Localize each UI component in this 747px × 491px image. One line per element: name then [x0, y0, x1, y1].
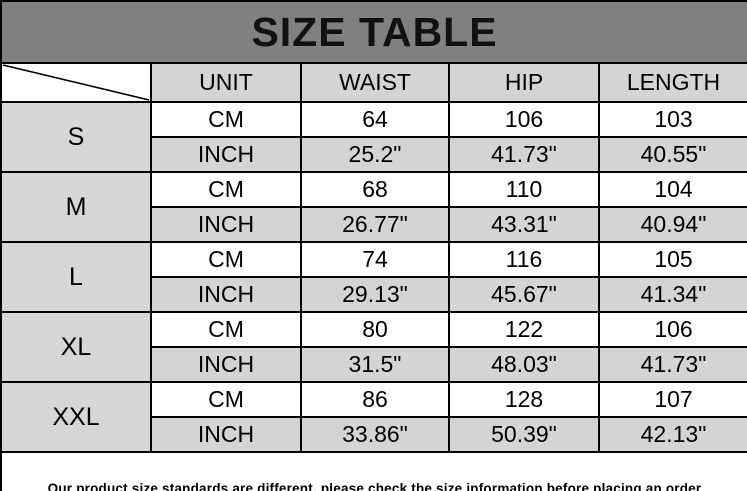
- title-row: SIZE TABLE: [0, 0, 747, 64]
- table-row: INCH 33.86" 50.39" 42.13": [1, 416, 747, 453]
- cell-s-cm-waist: 64: [300, 101, 450, 138]
- cell-s-cm-length: 103: [597, 101, 747, 138]
- cell-l-cm-length: 105: [597, 241, 747, 278]
- footer-row: Our product size standards are different…: [0, 451, 747, 491]
- size-label-m: M: [0, 171, 152, 243]
- page-title: SIZE TABLE: [251, 8, 498, 55]
- cell-m-cm-waist: 68: [300, 171, 450, 208]
- cell-l-cm-hip: 116: [448, 241, 600, 278]
- cell-s-inch-hip: 41.73": [448, 136, 600, 173]
- column-header-row: UNIT WAIST HIP LENGTH: [0, 62, 747, 103]
- cell-xxl-cm-hip: 128: [448, 381, 600, 418]
- table-row: S CM 64 106 103: [0, 101, 747, 173]
- cell-m-cm-length: 104: [597, 171, 747, 208]
- unit-label-cm: CM: [150, 101, 302, 138]
- cell-xl-cm-length: 106: [597, 311, 747, 348]
- unit-label-inch: INCH: [150, 416, 302, 453]
- column-header-waist: WAIST: [300, 62, 450, 103]
- table-row: L CM 74 116 105: [0, 241, 747, 313]
- cell-m-inch-waist: 26.77": [300, 206, 450, 243]
- unit-label-cm: CM: [150, 241, 302, 278]
- unit-label-inch: INCH: [150, 276, 302, 313]
- size-label-xl: XL: [0, 311, 152, 383]
- table-row: XL CM 80 122 106: [0, 311, 747, 383]
- table-row: INCH 26.77" 43.31" 40.94": [1, 206, 747, 243]
- cell-xl-cm-waist: 80: [300, 311, 450, 348]
- unit-label-inch: INCH: [150, 206, 302, 243]
- table-row: INCH 25.2" 41.73" 40.55": [1, 136, 747, 173]
- cell-xxl-cm-length: 107: [597, 381, 747, 418]
- cell-xl-cm-hip: 122: [448, 311, 600, 348]
- size-label-xxl: XXL: [0, 381, 152, 453]
- cell-m-inch-hip: 43.31": [448, 206, 600, 243]
- title-cell: SIZE TABLE: [0, 0, 747, 64]
- table-row: XXL CM 86 128 107: [0, 381, 747, 453]
- cell-xl-inch-hip: 48.03": [448, 346, 600, 383]
- table-row: M CM 68 110 104: [0, 171, 747, 243]
- cell-l-inch-waist: 29.13": [300, 276, 450, 313]
- cell-m-cm-hip: 110: [448, 171, 600, 208]
- cell-l-inch-hip: 45.67": [448, 276, 600, 313]
- cell-xl-inch-waist: 31.5": [300, 346, 450, 383]
- unit-label-cm: CM: [150, 381, 302, 418]
- corner-cell-diagonal: [0, 62, 152, 103]
- cell-l-cm-waist: 74: [300, 241, 450, 278]
- cell-s-inch-waist: 25.2": [300, 136, 450, 173]
- table-row: INCH 29.13" 45.67" 41.34": [1, 276, 747, 313]
- cell-s-inch-length: 40.55": [597, 136, 747, 173]
- cell-xl-inch-length: 41.73": [597, 346, 747, 383]
- cell-xxl-cm-waist: 86: [300, 381, 450, 418]
- unit-label-inch: INCH: [150, 136, 302, 173]
- cell-l-inch-length: 41.34": [597, 276, 747, 313]
- unit-label-cm: CM: [150, 171, 302, 208]
- column-header-length: LENGTH: [597, 62, 747, 103]
- footer-note: Our product size standards are different…: [0, 451, 747, 491]
- cell-xxl-inch-hip: 50.39": [448, 416, 600, 453]
- diagonal-slash-icon: [2, 64, 150, 101]
- cell-xxl-inch-length: 42.13": [597, 416, 747, 453]
- table-row: INCH 31.5" 48.03" 41.73": [1, 346, 747, 383]
- cell-xxl-inch-waist: 33.86": [300, 416, 450, 453]
- cell-s-cm-hip: 106: [448, 101, 600, 138]
- column-header-hip: HIP: [448, 62, 600, 103]
- unit-label-cm: CM: [150, 311, 302, 348]
- column-header-unit: UNIT: [150, 62, 302, 103]
- unit-label-inch: INCH: [150, 346, 302, 383]
- cell-m-inch-length: 40.94": [597, 206, 747, 243]
- size-label-s: S: [0, 101, 152, 173]
- size-label-l: L: [0, 241, 152, 313]
